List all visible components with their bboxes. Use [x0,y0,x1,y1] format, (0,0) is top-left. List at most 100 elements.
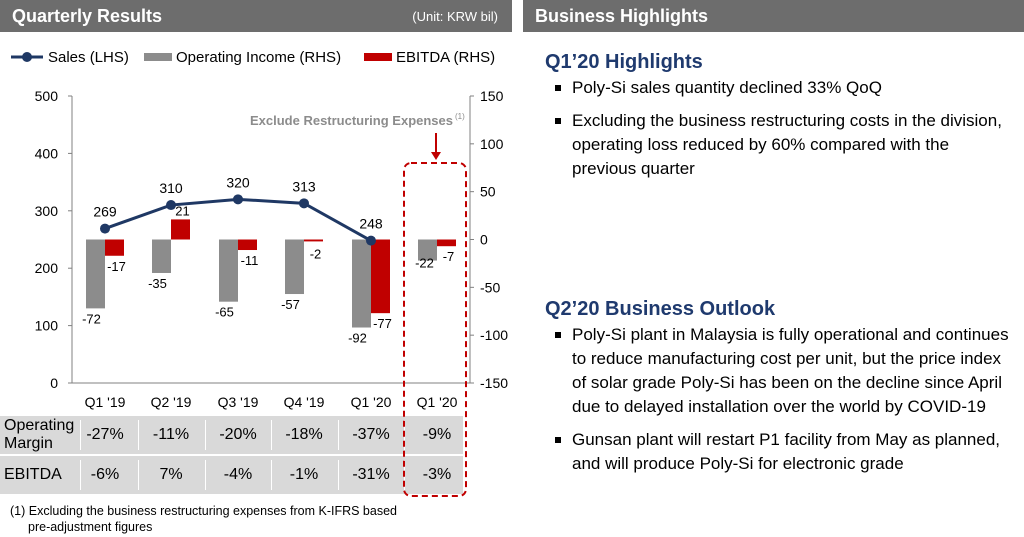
outlook-bullet: Gunsan plant will restart P1 facility fr… [553,428,1013,476]
quarterly-results-title: Quarterly Results [12,6,163,26]
operating-income-label: -65 [215,305,234,320]
x-axis-category-label: Q1 '20 [417,394,458,410]
quarterly-results-header: Quarterly Results (Unit: KRW bil) [0,0,512,32]
legend-ebitda-swatch [364,53,392,61]
annotation-arrow-head [431,152,441,160]
right-axis-tick-label: -50 [480,279,500,295]
margin-table: Operating Margin -27% -11% -20% -18% -37% -9%… [0,416,463,494]
legend-operating-income-label: Operating Income (RHS) [176,49,341,66]
table-cell: -11% [152,426,190,443]
sales-point [100,223,110,234]
table-separator [205,460,206,490]
highlight-bullet: Poly-Si sales quantity declined 33% QoQ [553,76,1013,100]
footnote: (1) Excluding the business restructuring… [10,503,397,535]
outlook-bullet: Poly-Si plant in Malaysia is fully opera… [553,323,1013,419]
ebitda-row: EBITDA -6% 7% -4% -1% -31% -3% [0,456,463,494]
operating-income-label: -22 [415,256,434,271]
sales-point [166,200,176,211]
left-axis-tick-label: 100 [35,318,59,334]
footnote-line-2: pre-adjustment figures [28,520,153,534]
right-axis-tick-label: -100 [480,327,508,343]
x-axis-category-label: Q1 '19 [85,394,126,410]
right-axis-tick-label: 50 [480,184,496,200]
sales-value-label: 320 [226,174,250,190]
table-cell: -9% [422,426,452,443]
table-cell: -27% [86,426,124,443]
annotation-superscript: (1) [455,112,465,121]
business-highlights-title: Business Highlights [535,6,709,26]
unit-label: (Unit: KRW bil) [412,9,498,24]
outlook-list: Poly-Si plant in Malaysia is fully opera… [553,323,1013,485]
legend-operating-income-swatch [144,53,172,61]
table-separator [338,460,339,490]
sales-point [299,198,309,209]
ebitda-label: -17 [107,259,126,274]
table-separator [271,460,272,490]
sales-value-label: 313 [292,178,316,194]
sales-value-label: 310 [159,180,183,196]
sales-value-label: 269 [93,204,117,220]
footnote-line-1: (1) Excluding the business restructuring… [10,504,397,518]
right-axis-tick-label: 0 [480,232,488,248]
table-cell: -3% [422,466,452,483]
operating-income-bar [352,239,371,328]
right-axis-tick-label: 150 [480,88,504,104]
operating-income-label: -57 [281,297,300,312]
legend-sales-label: Sales (LHS) [48,49,129,66]
table-cell: -18% [285,426,323,443]
ebitda-label: -7 [443,249,455,264]
table-separator [271,420,272,450]
highlight-bullet: Excluding the business restructuring cos… [553,109,1013,181]
ebitda-bar [371,239,390,314]
operating-income-bar [285,239,304,295]
left-axis-tick-label: 300 [35,203,59,219]
x-axis-category-label: Q1 '20 [351,394,392,410]
table-cell: 7% [159,466,183,483]
sales-line [104,197,372,242]
left-axis-tick-label: 400 [35,145,59,161]
legend-sales-marker [22,52,32,62]
table-separator [80,460,81,490]
table-separator [138,420,139,450]
sales-value-label: 248 [359,216,383,232]
left-axis-tick-label: 0 [50,375,58,391]
operating-income-bar [219,239,238,302]
ebitda-label: EBITDA [4,466,62,483]
right-axis-tick-label: -150 [480,375,508,391]
operating-income-label: -72 [82,311,101,326]
ebitda-label: 21 [175,203,189,218]
operating-margin-label: Operating Margin [4,417,75,452]
table-cell: -4% [223,466,253,483]
ebitda-label: -2 [310,247,322,262]
ebitda-label: -11 [241,253,259,268]
operating-margin-row: Operating Margin -27% -11% -20% -18% -37% -9% [0,416,463,454]
table-cell: -6% [90,466,120,483]
x-axis-category-label: Q4 '19 [284,394,325,410]
left-axis-tick-label: 500 [35,88,59,104]
legend-ebitda-label: EBITDA (RHS) [396,49,495,66]
business-highlights-header: Business Highlights [523,0,1024,32]
table-cell: -31% [352,466,390,483]
sales-point [366,235,376,246]
ebitda-bar [304,239,323,242]
ebitda-bar [171,219,190,240]
operating-income-bar [152,239,171,273]
table-cell: -20% [219,426,257,443]
outlook-title: Q2’20 Business Outlook [545,298,776,320]
table-separator [338,420,339,450]
table-separator [205,420,206,450]
ebitda-bar [437,239,456,247]
x-axis-category-label: Q3 '19 [218,394,259,410]
x-axis-category-label: Q2 '19 [151,394,192,410]
ebitda-bar [238,239,257,251]
highlights-title: Q1’20 Highlights [545,51,703,73]
ebitda-bar [105,239,124,256]
operating-income-label: -35 [148,276,167,291]
table-cell: -1% [289,466,319,483]
sales-point [233,194,243,205]
annotation-text: Exclude Restructuring Expenses [250,113,453,128]
highlights-list: Poly-Si sales quantity declined 33% QoQ … [553,76,1013,190]
operating-income-bar [86,239,105,309]
table-cell: -37% [352,426,390,443]
